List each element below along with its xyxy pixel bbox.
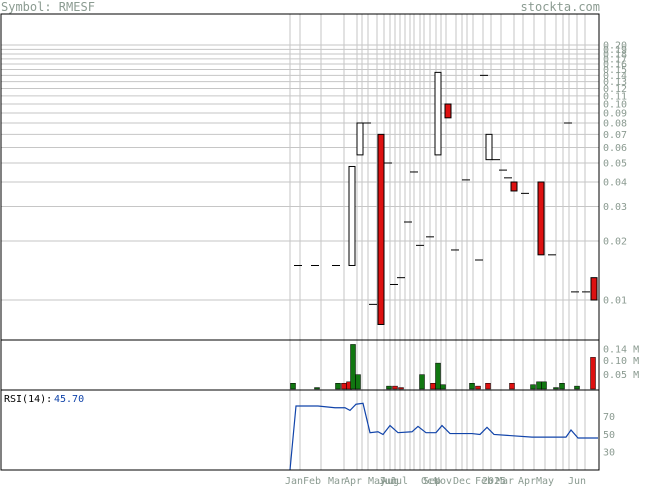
price-tick-label: 0.16 (603, 59, 627, 70)
price-tick-label: 0.11 (603, 91, 627, 102)
candle-body (356, 122, 364, 156)
volume-bar (590, 357, 596, 390)
price-tick-label: 0.18 (603, 49, 627, 60)
volume-bar (541, 381, 547, 390)
price-tick-label: 0.06 (603, 143, 627, 154)
rsi-value: 45.70 (54, 394, 84, 405)
price-tick-label: 0.10 (603, 100, 627, 111)
x-tick-label: Feb (475, 476, 493, 486)
volume-bar (440, 384, 446, 390)
rsi-tick-label: 50 (603, 430, 615, 441)
x-tick-label: Apr (344, 476, 362, 486)
price-tick-label: 0.20 (603, 41, 627, 52)
chart-symbol-label: Symbol: RMESF (1, 0, 95, 14)
price-tick-label: 0.13 (603, 77, 627, 88)
axis-labels: 0.200.190.180.170.160.150.140.130.120.11… (285, 41, 639, 486)
rsi-line (289, 402, 598, 471)
x-tick-label: Sep (423, 476, 441, 486)
volume-bar (536, 381, 542, 390)
volume-bar (341, 383, 347, 390)
candle-body (510, 181, 518, 192)
price-tick-label: 0.07 (603, 130, 627, 141)
x-tick-label: May (368, 476, 386, 486)
x-tick-label: Nov (434, 476, 452, 486)
x-tick-label: Dec (453, 476, 471, 486)
volume-tick-label: 0.05 M (603, 370, 639, 381)
price-tick-label: 0.03 (603, 202, 627, 213)
candle-body (434, 71, 442, 156)
x-tick-label: Jul (390, 476, 408, 486)
price-tick-label: 0.01 (603, 296, 627, 307)
volume-bar (553, 387, 559, 390)
candle-body (590, 277, 598, 301)
price-tick-label: 0.02 (603, 236, 627, 247)
candle-body (444, 103, 452, 119)
price-tick-label: 0.14 (603, 71, 627, 82)
x-tick-label: Jan (285, 476, 303, 486)
volume-bar (530, 384, 536, 390)
x-tick-label: Mar (496, 476, 514, 486)
rsi-label: RSI(14): (4, 394, 52, 405)
price-tick-label: 0.19 (603, 45, 627, 56)
chart-frame (0, 13, 600, 471)
volume-bar (386, 385, 392, 390)
panel-frames (0, 13, 600, 471)
volume-bar (574, 385, 580, 390)
volume-bar (469, 383, 475, 390)
price-tick-label: 0.08 (603, 118, 627, 129)
candle-body (485, 133, 493, 161)
price-tick-label: 0.12 (603, 84, 627, 95)
volume-bar (392, 385, 398, 390)
volume-bar (419, 374, 425, 390)
candle-body (348, 165, 356, 266)
rsi-panel: RSI(14): 45.70 (4, 394, 598, 471)
x-tick-label: Feb (303, 476, 321, 486)
price-tick-label: 0.04 (603, 177, 627, 188)
price-panel (294, 71, 598, 325)
price-tick-label: 0.09 (603, 108, 627, 119)
x-tick-label: Oct (421, 476, 439, 486)
volume-tick-label: 0.10 M (603, 356, 639, 367)
x-tick-label: May (536, 476, 554, 486)
volume-bar (314, 387, 320, 390)
price-tick-label: 0.15 (603, 65, 627, 76)
volume-tick-label: 0.14 M (603, 344, 639, 355)
chart-grid (1, 14, 599, 470)
price-tick-label: 0.17 (603, 54, 627, 65)
candle-body (377, 133, 385, 325)
volume-bar (398, 387, 404, 390)
volume-bar (485, 383, 491, 390)
x-tick-label: Mar (328, 476, 346, 486)
volume-panel (290, 344, 596, 390)
volume-bar (430, 383, 436, 390)
volume-bar (509, 383, 515, 390)
volume-bar (475, 385, 481, 390)
volume-bar (355, 374, 361, 390)
volume-bar (335, 383, 341, 390)
site-name: stockta.com (520, 0, 600, 14)
volume-bar (435, 362, 441, 390)
volume-bar (350, 344, 356, 390)
volume-bar (559, 383, 565, 390)
x-tick-label: Apr (518, 476, 536, 486)
x-tick-label: Jun (568, 476, 586, 486)
rsi-tick-label: 30 (603, 448, 615, 459)
candle-body (537, 181, 545, 256)
volume-bar (290, 383, 296, 390)
rsi-tick-label: 70 (603, 412, 615, 423)
x-tick-label: Aug (381, 476, 399, 486)
price-tick-label: 0.05 (603, 159, 627, 170)
x-tick-label: Jun (379, 476, 397, 486)
x-tick-label: 2025 (482, 476, 506, 486)
